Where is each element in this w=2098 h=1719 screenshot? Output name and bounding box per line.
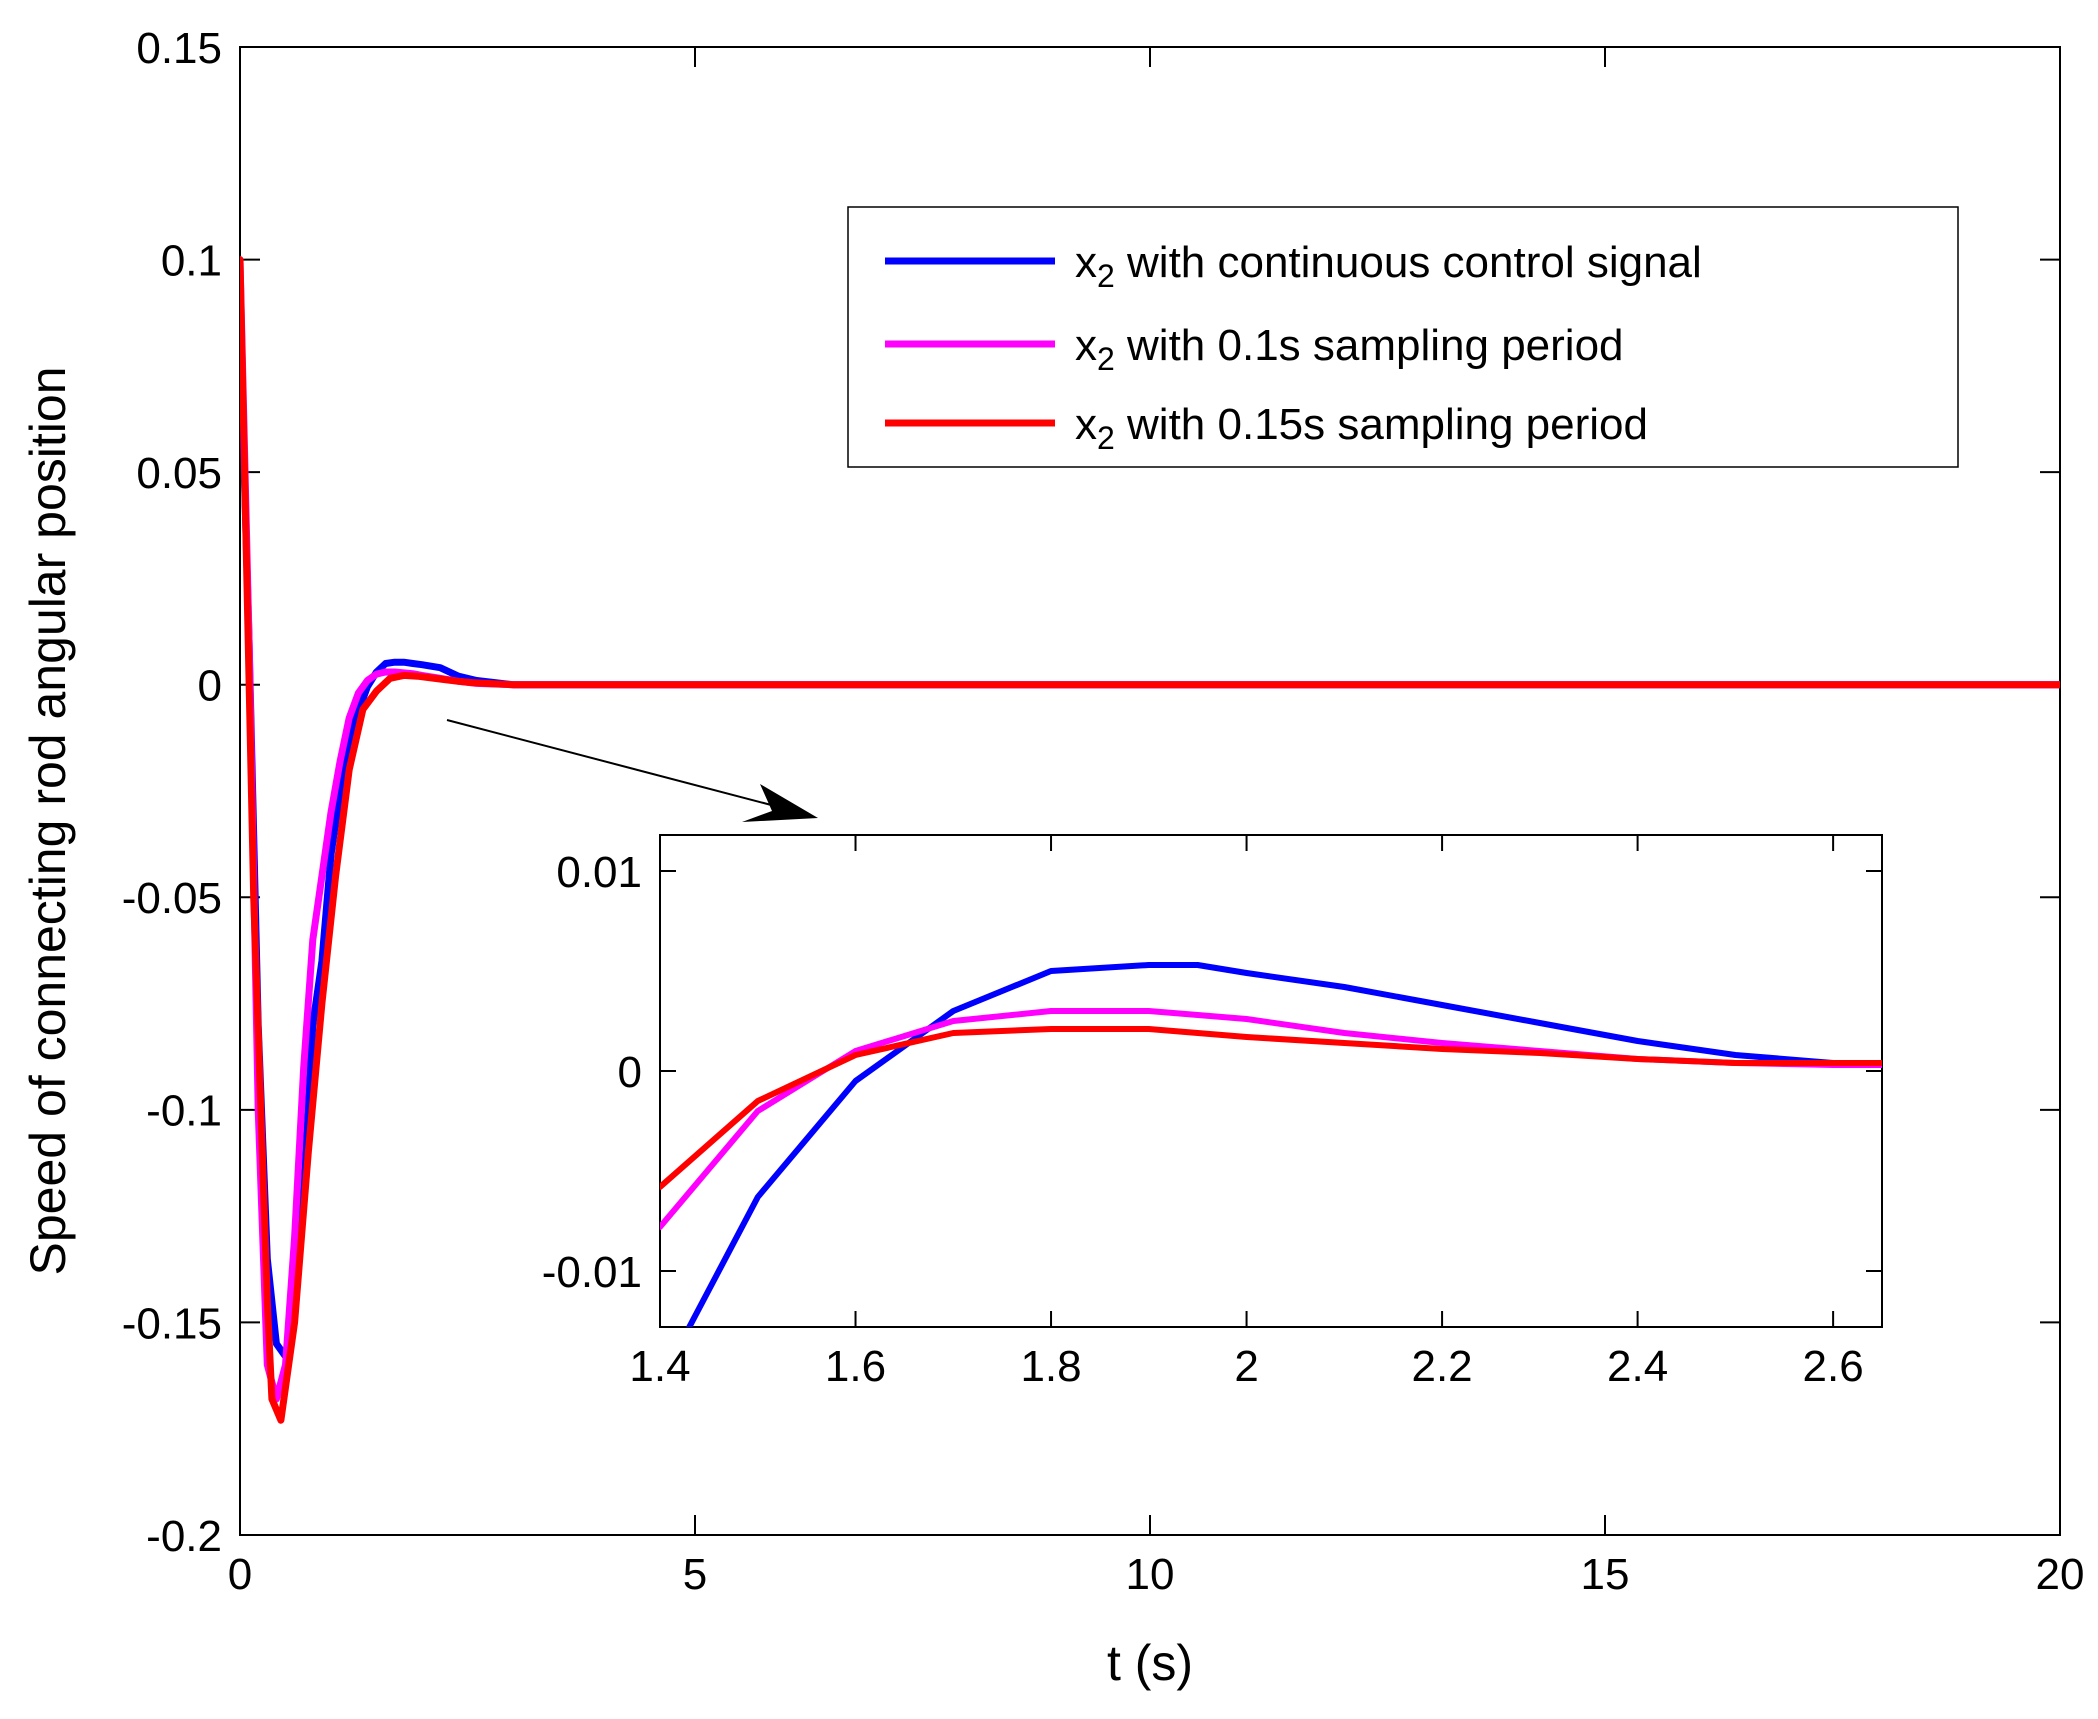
x-axis-label: t (s): [1107, 1635, 1193, 1691]
legend-description: with continuous control signal: [1115, 238, 1702, 287]
inset-x-tick-label: 2.2: [1411, 1342, 1472, 1391]
legend-label-1: x2 with continuous control signal: [1075, 238, 1702, 294]
legend-subscript: 2: [1097, 420, 1115, 456]
arrow-head: [742, 784, 818, 822]
legend-label-2: x2 with 0.1s sampling period: [1075, 321, 1624, 377]
legend-description: with 0.15s sampling period: [1115, 400, 1648, 449]
legend-subscript: 2: [1097, 258, 1115, 294]
legend-symbol: x: [1075, 321, 1097, 370]
main-y-tick-label: 0.05: [136, 449, 222, 498]
main-series-line-3: [240, 256, 2060, 1424]
legend-symbol: x: [1075, 238, 1097, 287]
inset-x-tick-label: 1.4: [629, 1342, 690, 1391]
main-y-tick-label: -0.1: [146, 1087, 222, 1136]
inset-series-line-1: [686, 962, 1882, 1327]
main-x-tick-label: 10: [1126, 1550, 1175, 1599]
legend-symbol: x: [1075, 400, 1097, 449]
main-series-group: [240, 256, 2060, 1424]
y-axis-label: Speed of connecting rod angular position: [20, 367, 76, 1276]
inset-ticks: 1.4 1.6 1.8 2 2.2 2.4 2.6 -0.01 0 0.01: [542, 835, 1882, 1391]
legend-subscript: 2: [1097, 341, 1115, 377]
inset-x-tick-label: 2.6: [1803, 1342, 1864, 1391]
main-y-tick-label: -0.15: [122, 1299, 222, 1348]
inset-series-line-3: [660, 1026, 1882, 1190]
legend-label-3: x2 with 0.15s sampling period: [1075, 400, 1648, 456]
inset-y-tick-label: -0.01: [542, 1248, 642, 1297]
main-x-tick-label: 0: [228, 1550, 252, 1599]
inset-x-tick-label: 1.6: [825, 1342, 886, 1391]
main-y-tick-label: -0.05: [122, 874, 222, 923]
main-x-tick-label: 5: [683, 1550, 707, 1599]
inset-y-tick-label: 0: [618, 1048, 642, 1097]
main-x-tick-label: 15: [1581, 1550, 1630, 1599]
legend-description: with 0.1s sampling period: [1115, 321, 1624, 370]
arrow-shaft: [446, 719, 776, 807]
main-y-tick-label: 0: [198, 662, 222, 711]
zoom-annotation-arrow: [446, 719, 818, 822]
inset-x-tick-label: 2.4: [1607, 1342, 1668, 1391]
main-y-tick-label: 0.1: [161, 236, 222, 285]
inset-x-tick-label: 1.8: [1020, 1342, 1081, 1391]
main-y-tick-label: -0.2: [146, 1512, 222, 1561]
inset-y-tick-label: 0.01: [556, 848, 642, 897]
inset-x-tick-label: 2: [1234, 1342, 1258, 1391]
inset-series-group: [660, 962, 1882, 1327]
main-y-tick-label: 0.15: [136, 24, 222, 73]
main-x-tick-label: 20: [2036, 1550, 2085, 1599]
inset-plot-frame: [659, 834, 1883, 1328]
